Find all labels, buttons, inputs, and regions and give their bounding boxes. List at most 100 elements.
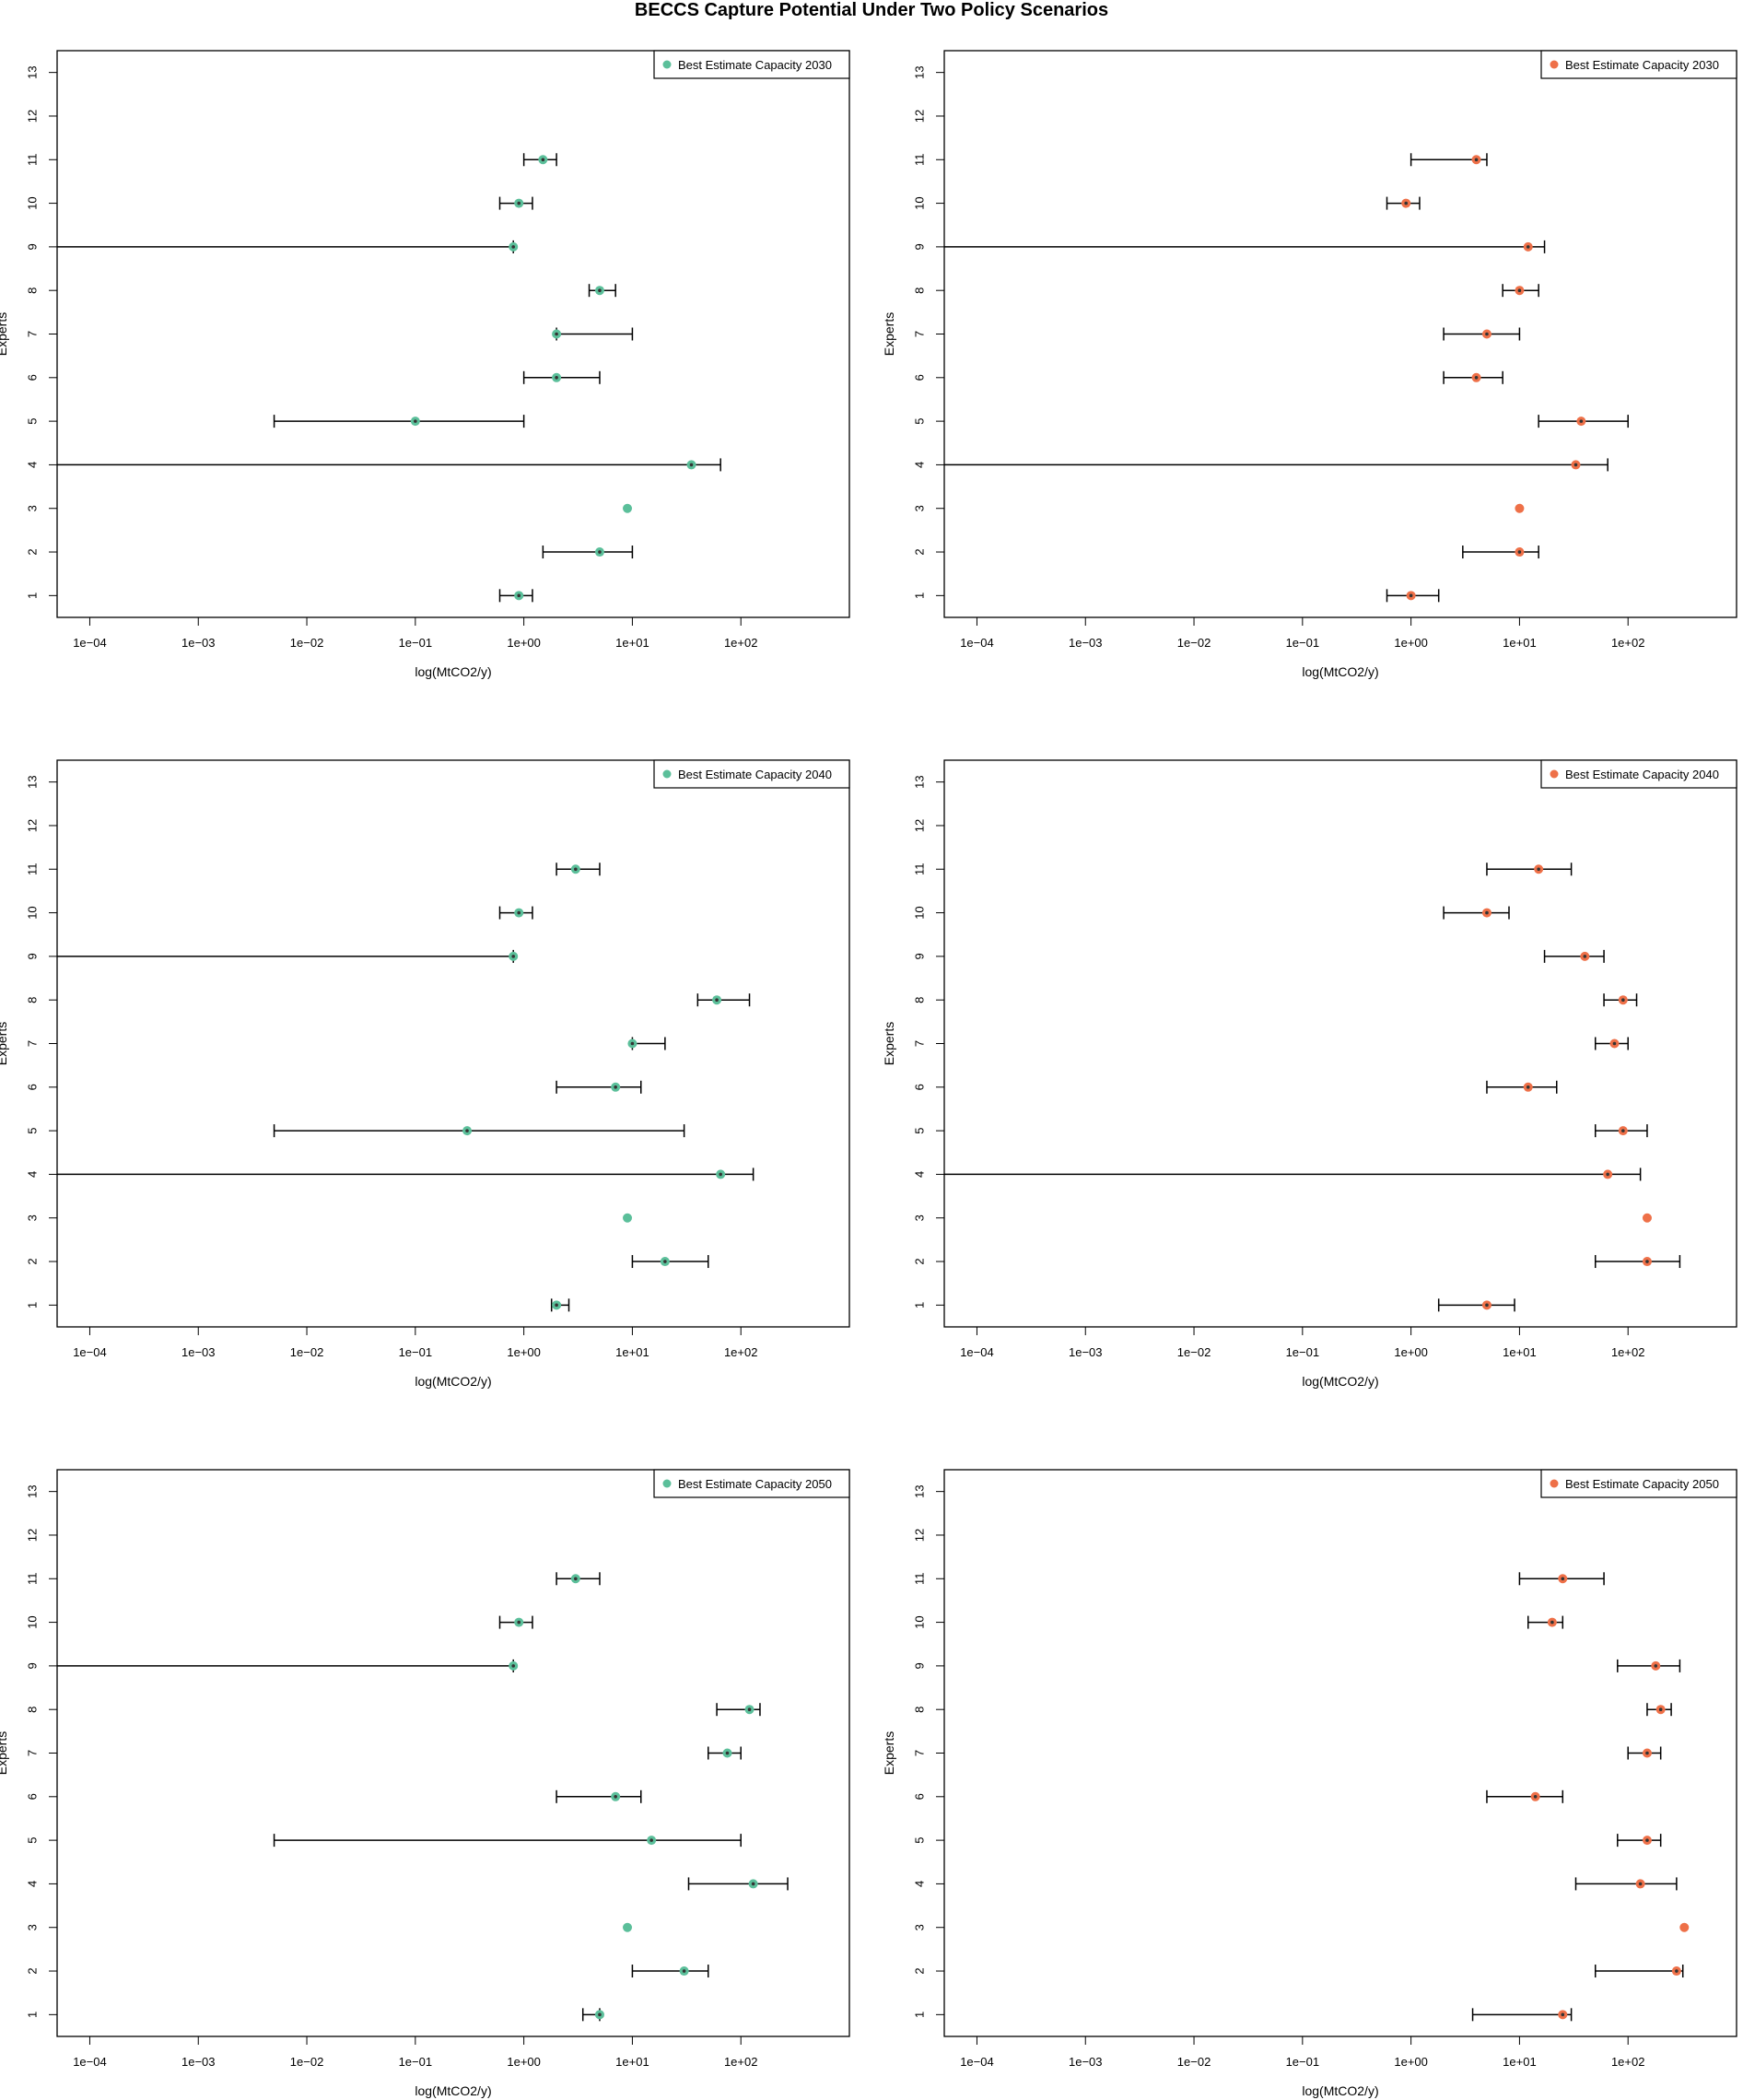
x-axis-label: log(MtCO2/y): [415, 2083, 491, 2098]
y-tick-label: 4: [25, 1171, 39, 1178]
panel-1: 1e−04 1e−03 1e−02 1e−01 1e+00 1e+01 1e+0212345…: [0, 50, 850, 679]
x-tick-label: 1e−04: [73, 1345, 107, 1359]
y-tick-label: 12: [912, 110, 926, 123]
y-tick-label: 6: [912, 1084, 926, 1090]
data-point-center: [555, 332, 558, 336]
x-tick-label: 1e−01: [399, 1345, 433, 1359]
y-tick-label: 13: [912, 1484, 926, 1497]
y-tick-label: 11: [25, 1573, 39, 1586]
data-point-center: [574, 867, 578, 872]
legend-label: Best Estimate Capacity 2040: [1565, 768, 1719, 781]
y-tick-label: 2: [25, 1967, 39, 1974]
y-tick-label: 5: [912, 1127, 926, 1133]
legend-box: [1540, 759, 1737, 789]
y-tick-label: 8: [25, 997, 39, 1003]
data-point-center: [511, 245, 516, 249]
y-tick-label: 5: [25, 1127, 39, 1133]
data-point-center: [715, 998, 719, 1002]
plot-frame: [943, 50, 1737, 618]
x-tick-label: 1e+01: [615, 2055, 649, 2069]
data-point-center: [598, 550, 602, 554]
data-point-center: [1517, 288, 1522, 292]
y-tick-label: 8: [25, 287, 39, 294]
y-tick-label: 7: [25, 331, 39, 337]
data-point-center: [517, 593, 521, 598]
data-point-center: [555, 1303, 558, 1308]
legend-box: [653, 50, 850, 79]
data-point-center: [1485, 910, 1489, 915]
y-tick-label: 8: [912, 997, 926, 1003]
y-tick-label: 13: [25, 65, 39, 78]
y-tick-label: 6: [912, 1793, 926, 1800]
y-tick-label: 4: [25, 462, 39, 468]
plot-frame: [56, 759, 850, 1328]
data-point-center: [1485, 332, 1489, 336]
plot-frame: [56, 50, 850, 618]
legend-box: [653, 759, 850, 789]
x-tick-label: 1e−04: [73, 636, 107, 650]
y-tick-label: 3: [912, 1924, 926, 1930]
panel-6: 1e−04 1e−03 1e−02 1e−01 1e+00 1e+01 1e+0212345…: [882, 1469, 1737, 2098]
y-tick-label: 5: [25, 1836, 39, 1843]
data-point-center: [1409, 593, 1413, 598]
y-tick-label: 13: [25, 775, 39, 788]
data-point: [1679, 1922, 1690, 1932]
x-tick-label: 1e−03: [181, 1345, 216, 1359]
y-tick-label: 6: [25, 1084, 39, 1090]
y-tick-label: 9: [25, 953, 39, 959]
data-point-center: [1612, 1041, 1617, 1046]
x-tick-label: 1e+01: [1503, 1345, 1537, 1359]
data-point-center: [1526, 245, 1530, 249]
data-point-center: [1573, 463, 1578, 467]
data-point-center: [1621, 1129, 1625, 1132]
data-point-center: [541, 158, 545, 162]
data-point-center: [511, 955, 516, 958]
y-tick-label: 8: [25, 1707, 39, 1713]
plot-frame: [943, 1469, 1737, 2037]
y-tick-label: 9: [912, 1662, 926, 1669]
y-tick-label: 10: [25, 906, 39, 919]
x-tick-label: 1e+02: [1611, 636, 1645, 650]
x-tick-label: 1e+00: [507, 2055, 541, 2069]
y-tick-label: 11: [912, 863, 926, 876]
x-tick-label: 1e−02: [290, 2055, 324, 2069]
data-point-center: [598, 2012, 602, 2017]
panel-5: 1e−04 1e−03 1e−02 1e−01 1e+00 1e+01 1e+0212345…: [0, 1469, 850, 2098]
x-tick-label: 1e+02: [724, 1345, 758, 1359]
y-tick-label: 2: [912, 548, 926, 555]
x-tick-label: 1e−01: [1286, 636, 1320, 650]
data-point-center: [414, 419, 417, 423]
x-tick-label: 1e+02: [724, 2055, 758, 2069]
x-tick-label: 1e−02: [290, 1345, 324, 1359]
data-point-center: [511, 1664, 516, 1668]
data-point-center: [1537, 867, 1540, 872]
y-tick-label: 3: [912, 505, 926, 511]
data-point-center: [1583, 955, 1587, 958]
data-point: [1515, 503, 1525, 513]
y-tick-label: 1: [912, 592, 926, 599]
legend-label: Best Estimate Capacity 2050: [1565, 1477, 1719, 1491]
y-tick-label: 11: [912, 154, 926, 167]
data-point-center: [465, 1129, 469, 1132]
data-point-center: [1638, 1882, 1643, 1886]
data-point-center: [1474, 158, 1479, 162]
y-tick-label: 2: [25, 1258, 39, 1264]
x-tick-label: 1e+02: [1611, 1345, 1645, 1359]
y-tick-label: 12: [25, 819, 39, 832]
y-tick-label: 12: [912, 819, 926, 832]
panel-3: 1e−04 1e−03 1e−02 1e−01 1e+00 1e+01 1e+0212345…: [0, 759, 850, 1389]
x-axis-label: log(MtCO2/y): [1302, 664, 1378, 679]
x-tick-label: 1e+01: [615, 636, 649, 650]
data-point: [1642, 1213, 1652, 1223]
x-tick-label: 1e−02: [1177, 1345, 1211, 1359]
y-tick-label: 3: [25, 1214, 39, 1221]
data-point: [623, 1922, 633, 1932]
y-tick-label: 6: [25, 1793, 39, 1800]
data-point-center: [1517, 550, 1522, 554]
data-point-center: [1606, 1172, 1609, 1177]
legend-marker: [662, 60, 672, 69]
data-point-center: [1675, 1969, 1679, 1973]
y-tick-label: 1: [912, 1302, 926, 1308]
panel-4: 1e−04 1e−03 1e−02 1e−01 1e+00 1e+01 1e+0212345…: [882, 759, 1737, 1389]
y-tick-label: 11: [25, 863, 39, 876]
